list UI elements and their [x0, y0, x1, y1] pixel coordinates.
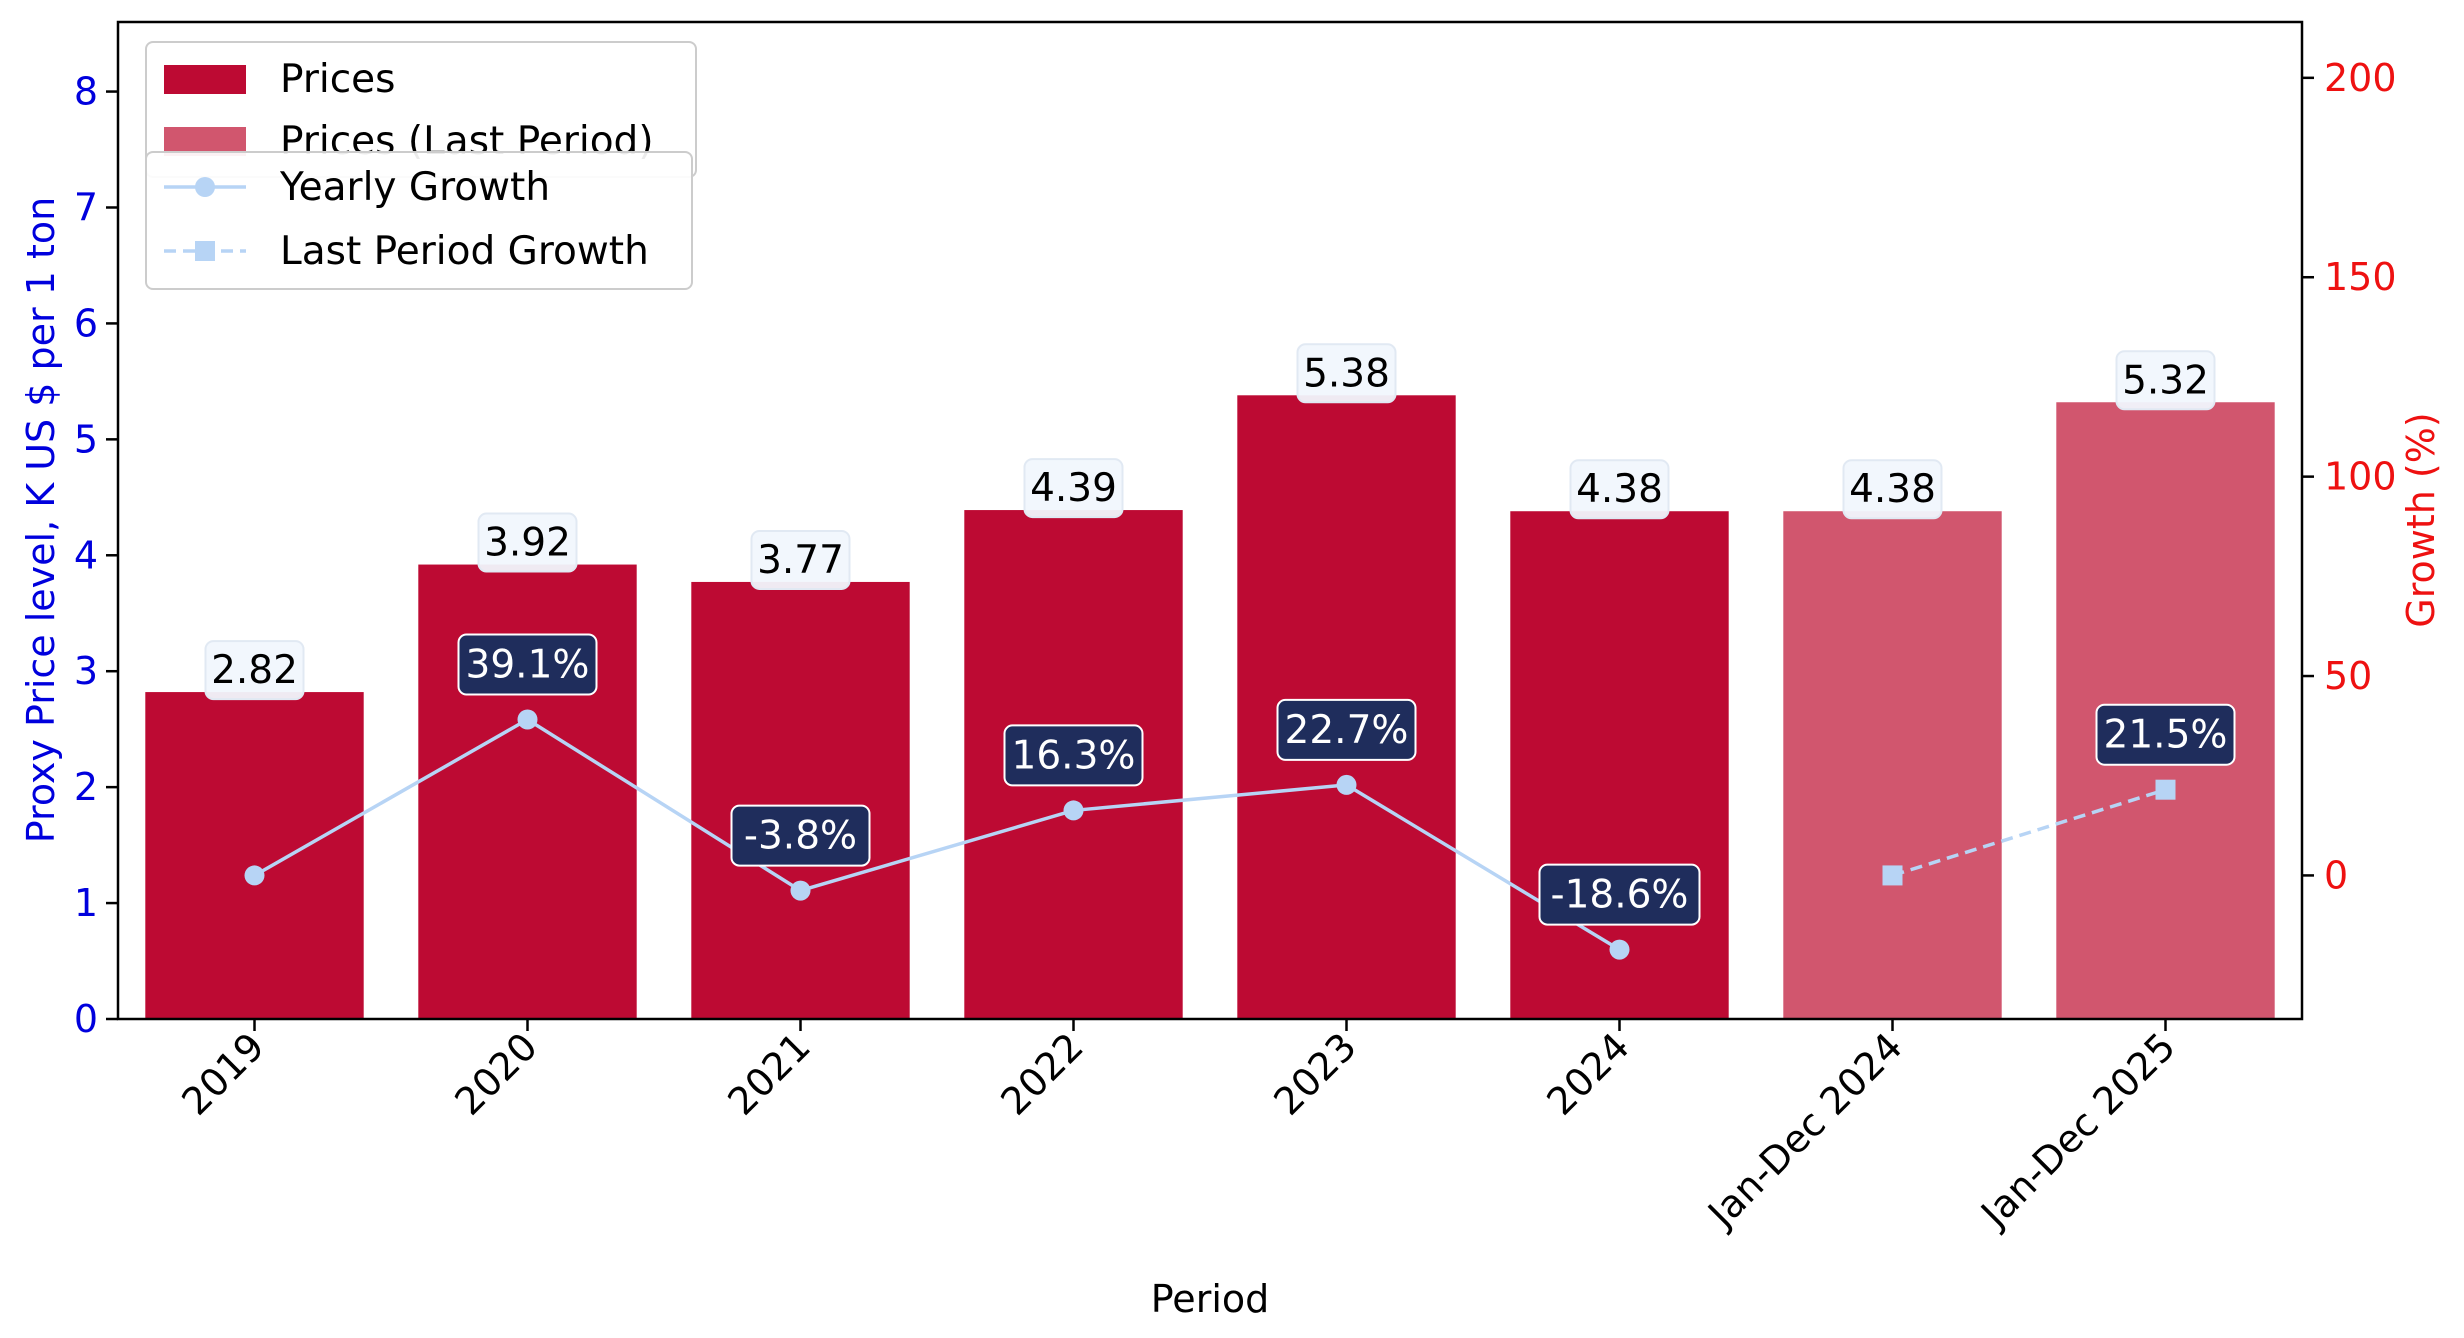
bar-value-label: 4.39 [1030, 466, 1117, 511]
bar-value-label: 3.92 [484, 521, 571, 566]
bar-value-label: 4.38 [1849, 467, 1936, 512]
y2-tick-label: 100 [2324, 455, 2397, 499]
y-tick-label: 4 [74, 533, 98, 577]
growth-label-box [1538, 863, 1701, 926]
bar-label-box [1023, 458, 1124, 519]
y2-tick-label: 200 [2324, 56, 2397, 100]
x-tick-label: 2023 [1265, 1024, 1365, 1124]
bar-prices-last-period-jan-dec-2024 [1783, 511, 2002, 1019]
bar-value-label: 3.77 [757, 538, 844, 583]
legend-swatch-prices [164, 65, 246, 94]
line-last-period-growth [1891, 788, 2167, 878]
growth-value-label: -3.8% [744, 814, 857, 859]
x-axis: 2019 2020 2021 2022 2023 2024 Jan-Dec 2024 Jan-… [173, 1019, 2184, 1237]
y-tick-label: 7 [74, 185, 98, 229]
bar-value-label: 5.32 [2122, 358, 2209, 403]
growth-label-box [1003, 724, 1144, 787]
left-y-axis: 0 1 2 3 4 5 6 7 8 [74, 70, 118, 1041]
bar-label-box [477, 512, 578, 573]
y-tick-label: 8 [74, 70, 98, 114]
bar-prices-2019 [145, 692, 364, 1019]
legend-lines: Yearly Growth Last Period Growth [145, 151, 693, 290]
line-layer [244, 709, 2176, 960]
data-label-layer: 2.82 3.92 3.77 4.39 5.38 4.38 4.38 5.32 39.1% -3.… [204, 343, 2236, 926]
x-axis-title: Period [1151, 1277, 1270, 1321]
legend-label-last-period-growth: Last Period Growth [280, 229, 649, 274]
legend-lines-frame [145, 151, 693, 290]
bar-label-box [2115, 350, 2216, 411]
x-tick-label: Jan-Dec 2024 [1698, 1024, 1911, 1237]
x-tick-label: 2021 [719, 1024, 819, 1124]
marker-yearly-growth-2024 [1609, 939, 1630, 960]
marker-last-period-growth-jan-dec-2025 [2155, 779, 2176, 800]
y-tick-label: 1 [74, 881, 98, 925]
y-tick-label: 0 [74, 997, 98, 1041]
bar-label-box [750, 529, 851, 590]
y-tick-label: 5 [74, 417, 98, 461]
bar-value-label: 4.38 [1576, 467, 1663, 512]
x-tick-label: Jan-Dec 2025 [1971, 1024, 2184, 1237]
y-tick-label: 3 [74, 649, 98, 693]
y2-tick-label: 50 [2324, 654, 2372, 698]
y-tick-label: 2 [74, 765, 98, 809]
legend-marker-yearly-growth [195, 177, 215, 197]
marker-yearly-growth-2022 [1063, 800, 1084, 821]
bar-label-box [1842, 459, 1943, 520]
growth-label-box [457, 633, 598, 696]
bar-label-box [1569, 459, 1670, 520]
right-y-axis: 0 50 100 150 200 [2302, 56, 2397, 897]
bar-prices-2021 [691, 581, 910, 1019]
marker-yearly-growth-2020 [517, 709, 538, 730]
y2-axis-title: Growth (%) [2399, 412, 2443, 627]
plot-area-frame [116, 20, 2304, 1021]
growth-value-label: 21.5% [2104, 713, 2228, 758]
growth-value-label: 39.1% [466, 643, 590, 688]
y2-tick-label: 0 [2324, 853, 2348, 897]
line-yearly-growth [253, 717, 1621, 952]
marker-last-period-growth-jan-dec-2024 [1882, 865, 1903, 886]
bar-prices-2020 [418, 564, 637, 1019]
bar-prices-2024 [1510, 511, 1729, 1019]
marker-yearly-growth-2023 [1336, 774, 1357, 795]
growth-value-label: -18.6% [1551, 873, 1689, 918]
x-tick-label: 2022 [992, 1024, 1092, 1124]
bar-label-box [204, 640, 305, 701]
legend-label-yearly-growth: Yearly Growth [279, 165, 550, 210]
bar-value-label: 2.82 [211, 648, 298, 693]
legend-label-prices: Prices [280, 57, 395, 102]
growth-label-box [1276, 698, 1417, 761]
x-tick-label: 2020 [446, 1024, 546, 1124]
legend-marker-last-period-growth [195, 241, 215, 261]
growth-label-box [730, 804, 871, 867]
y-axis-title: Proxy Price level, K US $ per 1 ton [19, 197, 63, 843]
bar-value-label: 5.38 [1303, 351, 1390, 396]
marker-yearly-growth-2019 [244, 865, 265, 886]
y2-tick-label: 150 [2324, 255, 2397, 299]
growth-value-label: 16.3% [1012, 733, 1136, 778]
bar-layer [145, 395, 2275, 1019]
x-tick-label: 2024 [1538, 1024, 1638, 1124]
growth-value-label: 22.7% [1285, 708, 1409, 753]
y-tick-label: 6 [74, 301, 98, 345]
marker-yearly-growth-2021 [790, 880, 811, 901]
growth-label-box [2095, 703, 2236, 766]
x-tick-label: 2019 [173, 1024, 273, 1124]
bar-label-box [1296, 343, 1397, 404]
